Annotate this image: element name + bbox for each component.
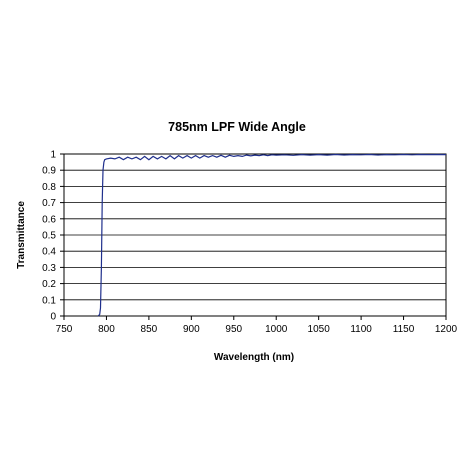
y-axis-ticks: 0 0.1 0.2 0.3 0.4 0.5 0.6 0.7 0.8 0.9 1: [42, 150, 64, 323]
x-tick-label: 1000: [265, 324, 288, 335]
y-tick-label: 0: [50, 312, 56, 323]
x-tick-label: 800: [98, 324, 115, 335]
series-line: [97, 153, 447, 317]
y-tick-label: 0.7: [42, 198, 56, 209]
y-tick-label: 0.6: [42, 214, 56, 225]
x-tick-label: 1150: [393, 324, 415, 335]
x-axis-label: Wavelength (nm): [214, 352, 294, 363]
gridlines: [64, 153, 446, 317]
chart-title: 785nm LPF Wide Angle: [168, 120, 306, 134]
y-tick-label: 1: [50, 150, 56, 161]
y-tick-label: 0.2: [42, 279, 56, 290]
x-tick-label: 1200: [435, 324, 458, 335]
y-tick-label: 0.5: [42, 231, 56, 242]
y-tick-label: 0.3: [42, 263, 56, 274]
x-tick-label: 900: [183, 324, 200, 335]
x-tick-label: 850: [141, 324, 158, 335]
x-axis-ticks: 750 800 850 900 950 1000 1050 1100 1150 1200: [56, 316, 458, 335]
x-tick-label: 750: [56, 324, 73, 335]
y-tick-label: 0.8: [42, 182, 56, 193]
x-tick-label: 950: [225, 324, 242, 335]
y-tick-label: 0.4: [42, 247, 56, 258]
x-tick-label: 1100: [350, 324, 372, 335]
y-tick-label: 0.1: [42, 295, 56, 306]
y-tick-label: 0.9: [42, 166, 56, 177]
x-tick-label: 1050: [308, 324, 331, 335]
y-axis-label: Transmittance: [16, 201, 27, 269]
